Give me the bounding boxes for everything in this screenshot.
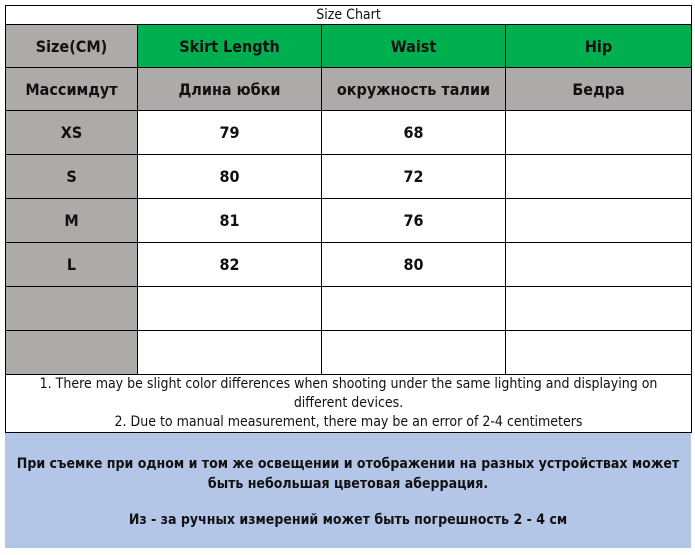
table-cell: 80: [137, 154, 322, 199]
header-ru-skirt-length: Длина юбки: [137, 67, 322, 111]
table-cell: [321, 330, 506, 375]
note-ru-2: Из - за ручных измерений может быть погр…: [128, 512, 568, 528]
table-cell: [5, 286, 138, 331]
table-row: L 82 80: [5, 242, 693, 287]
table-row: XS 79 68: [5, 110, 693, 155]
notes-ru: При съемке при одном и том же освещении …: [5, 433, 691, 548]
table-row: M 81 76: [5, 198, 693, 243]
table-cell: [504, 110, 693, 155]
table-cell: [137, 286, 322, 331]
table-cell: M: [5, 198, 138, 243]
header-waist: Waist: [321, 24, 506, 68]
table-cell: 79: [137, 110, 322, 155]
header-ru-size: Массимдут: [5, 67, 138, 111]
note-2: 2. Due to manual measurement, there may …: [114, 414, 583, 430]
table-cell: [504, 242, 693, 287]
header-ru-hip: Бедра: [504, 67, 693, 111]
table-cell: [321, 286, 506, 331]
table-cell: [504, 330, 693, 375]
note-ru-1: При съемке при одном и том же освещении …: [16, 456, 680, 492]
table-row: [5, 330, 693, 375]
header-ru-waist: окружность талии: [321, 67, 506, 111]
table-cell: S: [5, 154, 138, 199]
size-chart-table: Size Chart Size(CM) Skirt Length Waist H…: [4, 5, 693, 433]
table-cell: L: [5, 242, 138, 287]
table-cell: [504, 154, 693, 199]
table-cell: 80: [321, 242, 506, 287]
table-row: S 80 72: [5, 154, 693, 199]
table-cell: 81: [137, 198, 322, 243]
header-skirt-length: Skirt Length: [137, 24, 322, 68]
table-cell: 68: [321, 110, 506, 155]
note-1: 1. There may be slight color differences…: [39, 376, 658, 411]
chart-title: Size Chart: [4, 5, 693, 25]
table-row: [5, 286, 693, 331]
table-cell: XS: [5, 110, 138, 155]
table-cell: [504, 286, 693, 331]
table-cell: [137, 330, 322, 375]
table-cell: 76: [321, 198, 506, 243]
header-hip: Hip: [504, 24, 693, 68]
header-size: Size(CM): [5, 24, 138, 68]
table-cell: 72: [321, 154, 506, 199]
table-cell: [5, 330, 138, 375]
table-cell: [504, 198, 693, 243]
table-cell: 82: [137, 242, 322, 287]
notes-en: 1. There may be slight color differences…: [4, 374, 693, 433]
